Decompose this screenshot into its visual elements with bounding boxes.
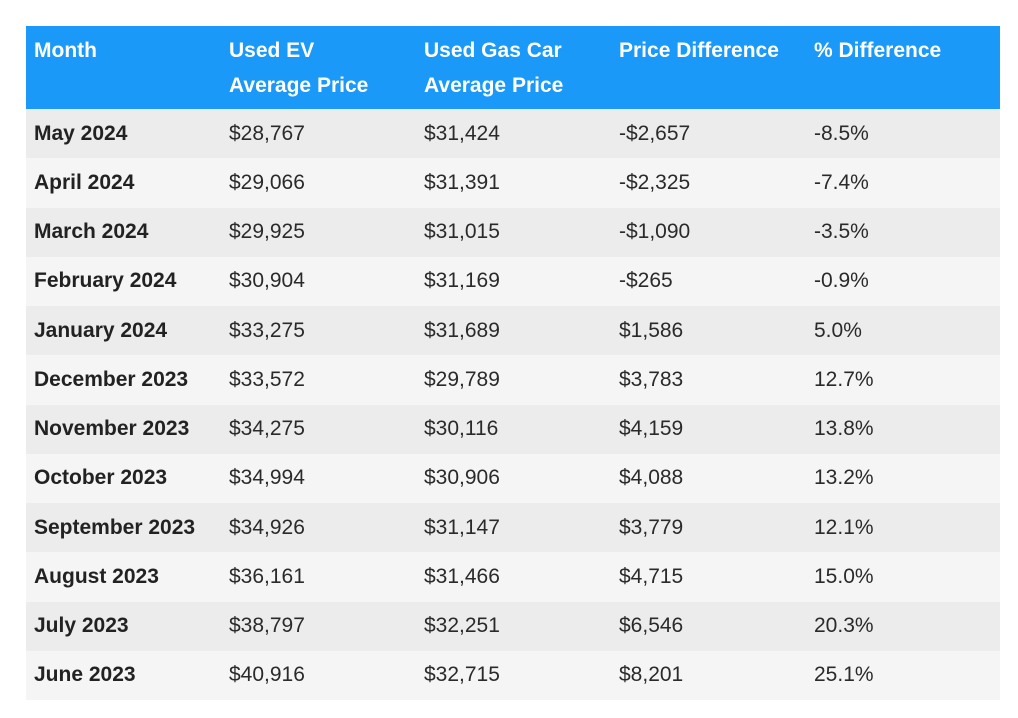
table-row: February 2024 $30,904 $31,169 -$265 -0.9%: [26, 256, 1000, 306]
price-comparison-table: Month Used EV Average Price Used Gas Car…: [26, 26, 1000, 700]
used-gas-price-cell: $31,391: [424, 170, 500, 194]
price-difference-cell: $3,779: [619, 515, 684, 539]
month-cell: February 2024: [34, 269, 177, 293]
header-used-ev-line2: Average Price: [229, 74, 369, 97]
used-ev-price-cell: $34,275: [229, 417, 305, 441]
percent-difference-cell: 12.1%: [814, 515, 874, 539]
used-ev-price-cell: $34,994: [229, 466, 305, 490]
used-gas-price-cell: $31,466: [424, 564, 500, 588]
table-row: March 2024 $29,925 $31,015 -$1,090 -3.5%: [26, 207, 1000, 257]
month-cell: July 2023: [34, 614, 129, 638]
month-cell: March 2024: [34, 220, 149, 244]
used-ev-price-cell: $33,275: [229, 318, 305, 342]
used-ev-price-cell: $29,925: [229, 220, 305, 244]
percent-difference-cell: 12.7%: [814, 367, 874, 391]
month-cell: August 2023: [34, 564, 159, 588]
price-difference-cell: -$2,657: [619, 121, 691, 145]
percent-difference-cell: -0.9%: [814, 269, 869, 293]
header-price-difference-line1: Price Difference: [619, 39, 779, 62]
header-month-line1: Month: [34, 39, 97, 62]
used-gas-price-cell: $30,116: [424, 417, 499, 441]
month-cell: June 2023: [34, 663, 136, 687]
month-cell: April 2024: [34, 170, 135, 194]
month-cell: October 2023: [34, 466, 168, 490]
price-difference-cell: $4,715: [619, 564, 684, 588]
used-gas-price-cell: $31,424: [424, 121, 500, 145]
used-gas-price-cell: $32,715: [424, 663, 500, 687]
percent-difference-cell: 13.2%: [814, 466, 874, 490]
table-row: July 2023 $38,797 $32,251 $6,546 20.3%: [26, 601, 1000, 651]
header-used-gas-price: Used Gas Car Average Price: [416, 26, 611, 109]
price-difference-cell: $3,783: [619, 367, 684, 391]
header-price-difference: Price Difference: [611, 26, 806, 109]
table-row: September 2023 $34,926 $31,147 $3,779 12.1%: [26, 503, 1000, 553]
header-used-gas-line2: Average Price: [424, 74, 564, 97]
table-row: November 2023 $34,275 $30,116 $4,159 13.8%: [26, 404, 1000, 454]
table-row: December 2023 $33,572 $29,789 $3,783 12.7%: [26, 355, 1000, 405]
used-ev-price-cell: $29,066: [229, 170, 305, 194]
price-difference-cell: -$2,325: [619, 170, 691, 194]
table-row: May 2024 $28,767 $31,424 -$2,657 -8.5%: [26, 109, 1000, 159]
table-row: January 2024 $33,275 $31,689 $1,586 5.0%: [26, 306, 1000, 356]
month-cell: November 2023: [34, 417, 190, 441]
used-gas-price-cell: $31,147: [424, 515, 500, 539]
used-ev-price-cell: $38,797: [229, 614, 305, 638]
month-cell: December 2023: [34, 367, 189, 391]
price-difference-cell: $8,201: [619, 663, 684, 687]
header-used-ev-line1: Used EV: [229, 39, 315, 62]
used-ev-price-cell: $33,572: [229, 367, 305, 391]
percent-difference-cell: 13.8%: [814, 417, 874, 441]
price-difference-cell: $4,159: [619, 417, 684, 441]
table-row: October 2023 $34,994 $30,906 $4,088 13.2%: [26, 453, 1000, 503]
price-difference-cell: $1,586: [619, 318, 684, 342]
table-row: August 2023 $36,161 $31,466 $4,715 15.0%: [26, 552, 1000, 602]
percent-difference-cell: -3.5%: [814, 220, 869, 244]
percent-difference-cell: 20.3%: [814, 614, 874, 638]
used-ev-price-cell: $30,904: [229, 269, 305, 293]
used-gas-price-cell: $32,251: [424, 614, 500, 638]
price-difference-cell: -$1,090: [619, 220, 691, 244]
used-ev-price-cell: $28,767: [229, 121, 305, 145]
header-row: Month Used EV Average Price Used Gas Car…: [26, 26, 1000, 109]
used-ev-price-cell: $34,926: [229, 515, 305, 539]
month-cell: September 2023: [34, 515, 196, 539]
percent-difference-cell: 15.0%: [814, 564, 874, 588]
percent-difference-cell: 5.0%: [814, 318, 862, 342]
header-used-ev-price: Used EV Average Price: [221, 26, 416, 109]
header-percent-difference: % Difference: [806, 26, 1000, 109]
header-percent-difference-line1: % Difference: [814, 39, 942, 62]
price-difference-cell: $6,546: [619, 614, 684, 638]
percent-difference-cell: -7.4%: [814, 170, 869, 194]
used-ev-price-cell: $36,161: [229, 564, 305, 588]
used-gas-price-cell: $30,906: [424, 466, 500, 490]
table-row: April 2024 $29,066 $31,391 -$2,325 -7.4%: [26, 158, 1000, 208]
used-gas-price-cell: $29,789: [424, 367, 500, 391]
header-used-gas-line1: Used Gas Car: [424, 39, 562, 62]
percent-difference-cell: 25.1%: [814, 663, 874, 687]
month-cell: January 2024: [34, 318, 168, 342]
price-comparison-table-container: Month Used EV Average Price Used Gas Car…: [26, 26, 1000, 700]
table-body: May 2024 $28,767 $31,424 -$2,657 -8.5% April …: [26, 109, 1000, 700]
price-difference-cell: -$265: [619, 269, 673, 293]
used-gas-price-cell: $31,689: [424, 318, 500, 342]
month-cell: May 2024: [34, 121, 128, 145]
header-month: Month: [26, 26, 221, 109]
used-gas-price-cell: $31,169: [424, 269, 500, 293]
used-ev-price-cell: $40,916: [229, 663, 305, 687]
table-header: Month Used EV Average Price Used Gas Car…: [26, 26, 1000, 109]
price-difference-cell: $4,088: [619, 466, 684, 490]
percent-difference-cell: -8.5%: [814, 121, 869, 145]
used-gas-price-cell: $31,015: [424, 220, 500, 244]
table-row: June 2023 $40,916 $32,715 $8,201 25.1%: [26, 650, 1000, 700]
